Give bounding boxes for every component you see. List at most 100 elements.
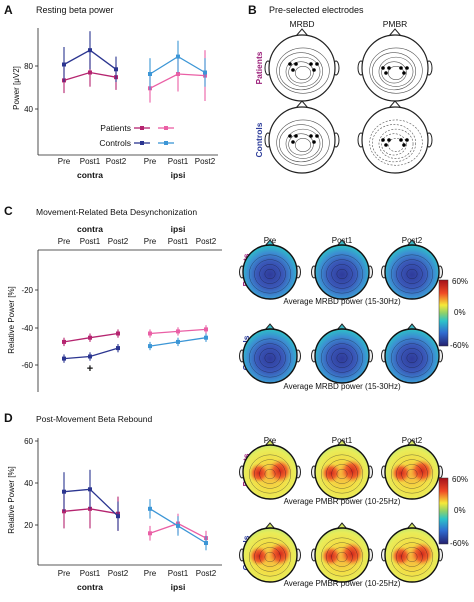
panel-c-caption-patients: Average MRBD power (15-30Hz): [283, 297, 401, 306]
electrode-dot: [288, 134, 292, 138]
panel-a-ytick-label: 40: [24, 105, 33, 114]
panel-d-ytick-label: 40: [24, 479, 33, 488]
topomap: [384, 328, 440, 384]
panel-d-xtick-label: Post1: [80, 569, 101, 578]
panel-d-colorbar-tick: -60%: [450, 539, 469, 548]
electrode-dot: [309, 62, 313, 66]
data-point-controls-contra: [88, 354, 92, 359]
panel-c-ytick-label: -40: [21, 324, 33, 333]
data-point-controls-contra: [62, 356, 66, 361]
panel-a-xtick-label: Post1: [80, 157, 101, 166]
panel-c-xtick-label: Post1: [168, 237, 189, 246]
panel-c-colorbar-tick: 60%: [452, 277, 468, 286]
electrode-dot: [315, 134, 319, 138]
hot-spot: [391, 546, 411, 566]
data-point-controls-contra: [116, 346, 120, 351]
hot-spot: [249, 463, 269, 483]
panel-c-ytick-label: -60: [21, 361, 33, 370]
panel-d-xtick-label: Post2: [108, 569, 129, 578]
map-contour: [406, 468, 418, 480]
map-contour: [326, 542, 358, 572]
contour-line: [381, 133, 407, 156]
panel-a-xtick-label: Pre: [58, 157, 71, 166]
panel-c-letter: C: [4, 204, 13, 218]
panel-b-title: Pre-selected electrodes: [269, 5, 364, 15]
data-point-patients-ipsi: [204, 327, 208, 332]
head-outline: [268, 34, 336, 102]
map-contour: [406, 352, 418, 364]
panel-c-topomaps: [239, 239, 443, 384]
contour-line: [378, 56, 414, 87]
electrode-dot: [405, 138, 409, 142]
panel-c-ylabel: Relative Power [%]: [7, 286, 16, 354]
contour-line: [294, 138, 312, 152]
topomap: [314, 328, 370, 384]
data-point-controls-contra: [62, 489, 66, 494]
data-point-controls-ipsi: [203, 70, 207, 75]
data-point-controls-ipsi: [176, 523, 180, 528]
hot-spot: [249, 546, 269, 566]
legend-label-controls: Controls: [99, 138, 131, 148]
map-contour: [259, 348, 281, 368]
contour-line: [276, 119, 330, 166]
map-contour: [331, 348, 353, 368]
panel-c-xtick-label: Pre: [144, 237, 157, 246]
contour-line: [371, 52, 416, 91]
panel-a-ylabel: Power [μV2]: [12, 66, 21, 110]
data-point-controls-ipsi: [148, 344, 152, 349]
map-contour: [259, 547, 281, 567]
data-point-controls-ipsi: [204, 541, 208, 545]
map-contour: [390, 454, 434, 494]
panel-c-xtick-label: Post2: [108, 237, 129, 246]
panel-a-group-label: ipsi: [171, 170, 186, 180]
panel-d-group-label: ipsi: [171, 582, 186, 592]
panel-c-colorbar-tick: 0%: [454, 308, 466, 317]
panel-d-letter: D: [4, 411, 13, 425]
contour-line: [288, 133, 314, 156]
contour-line: [288, 61, 314, 84]
panel-d-xtick-label: Pre: [144, 569, 157, 578]
data-point-controls-ipsi: [176, 54, 180, 59]
legend-marker-controls-contra: [140, 141, 144, 145]
panel-d-title: Post-Movement Beta Rebound: [36, 414, 153, 424]
panel-c-caption-controls: Average MRBD power (15-30Hz): [283, 382, 401, 391]
data-point-controls-ipsi: [148, 506, 152, 511]
data-point-controls-ipsi: [176, 339, 180, 344]
panel-b-letter: B: [248, 3, 257, 17]
panel-d-topomaps: [239, 439, 443, 583]
electrode-dot: [402, 143, 406, 147]
panel-a-ytick-label: 80: [24, 62, 33, 71]
contour-line: [276, 47, 330, 94]
map-contour: [401, 348, 423, 368]
map-contour: [254, 542, 286, 572]
data-point-patients-ipsi: [148, 331, 152, 336]
map-contour: [259, 464, 281, 484]
data-point-patients-ipsi: [176, 72, 180, 76]
panel-d-colorbar: [438, 477, 449, 545]
panel-d-xtick-label: Pre: [58, 569, 71, 578]
data-point-patients-ipsi: [148, 531, 152, 536]
panel-a-plot: [62, 31, 207, 103]
map-contour: [396, 259, 428, 289]
electrode-heads: [264, 28, 433, 174]
map-contour: [331, 547, 353, 567]
legend-label-patients: Patients: [100, 123, 131, 133]
panel-c-group-label: contra: [77, 224, 103, 234]
map-contour: [264, 268, 276, 280]
panel-a-xtick-label: Pre: [144, 157, 157, 166]
panel-d-ytick-label: 60: [24, 437, 33, 446]
map-contour: [396, 343, 428, 373]
electrode-dot: [381, 138, 385, 142]
contour-line: [378, 128, 414, 159]
map-contour: [254, 259, 286, 289]
map-contour: [406, 268, 418, 280]
panel-b-row-label-patients: Patients: [254, 51, 264, 84]
panel-d-group-label: contra: [77, 582, 103, 592]
panel-d-caption-patients: Average PMBR power (10-25Hz): [284, 497, 401, 506]
panel-c-plot: [62, 325, 208, 363]
electrode-dot: [381, 66, 385, 70]
panel-c-xtick-label: Post1: [80, 237, 101, 246]
legend-marker-patients-ipsi: [164, 126, 168, 130]
topomap: [384, 244, 440, 300]
